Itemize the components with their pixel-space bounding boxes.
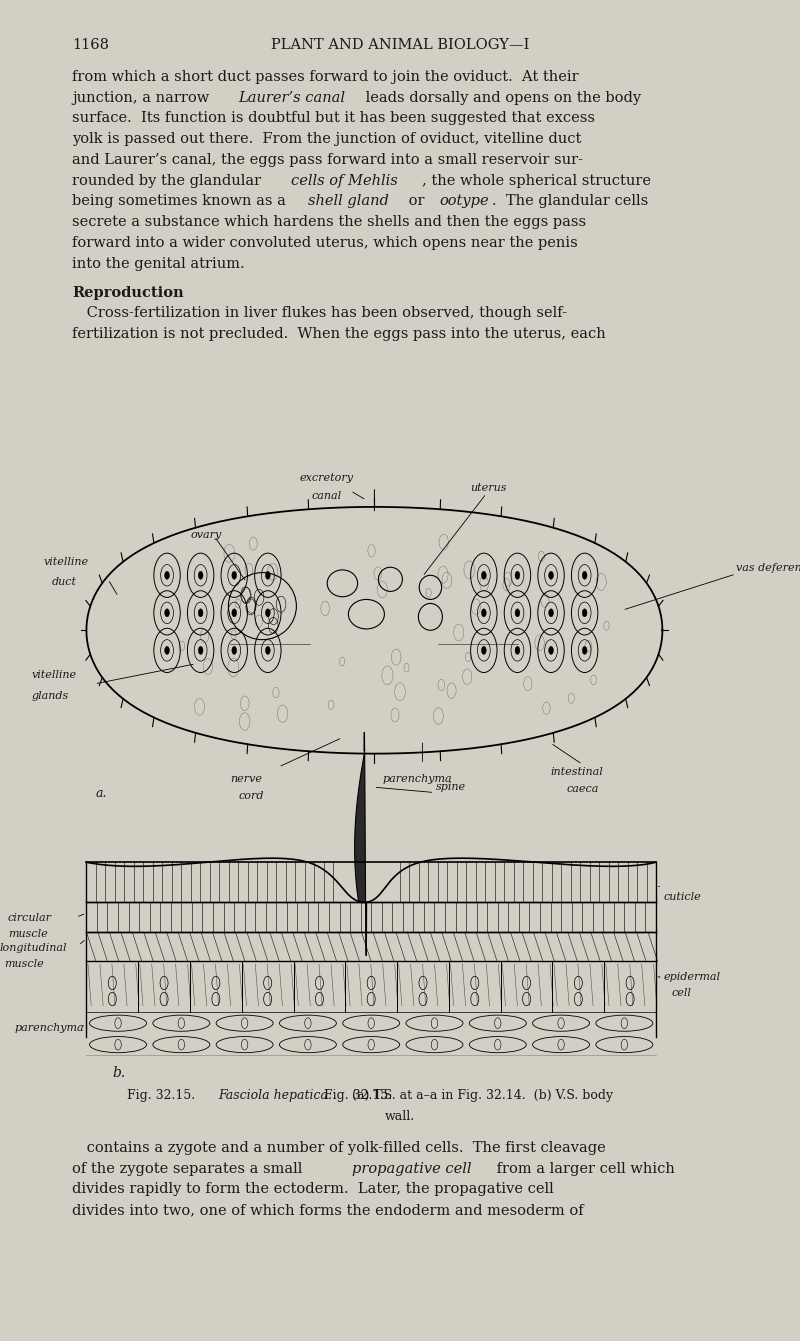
Circle shape	[482, 609, 486, 617]
Circle shape	[165, 571, 170, 579]
Text: Fig. 32.15.: Fig. 32.15.	[127, 1089, 203, 1102]
Text: secrete a substance which hardens the shells and then the eggs pass: secrete a substance which hardens the sh…	[72, 215, 586, 229]
Circle shape	[266, 571, 270, 579]
Text: cells of Mehlis: cells of Mehlis	[290, 173, 398, 188]
Text: muscle: muscle	[8, 929, 48, 939]
Text: cord: cord	[238, 791, 264, 801]
Circle shape	[232, 646, 237, 654]
Circle shape	[582, 609, 587, 617]
Circle shape	[266, 646, 270, 654]
Text: Fasciola hepatica.: Fasciola hepatica.	[218, 1089, 332, 1102]
Text: longitudinal: longitudinal	[0, 943, 67, 952]
Text: Fig. 32.15.: Fig. 32.15.	[324, 1089, 400, 1102]
Circle shape	[198, 609, 203, 617]
Text: Reproduction: Reproduction	[72, 286, 184, 299]
Text: wall.: wall.	[385, 1110, 415, 1122]
Text: glands: glands	[32, 691, 70, 700]
Circle shape	[232, 609, 237, 617]
Text: Cross-fertilization in liver flukes has been observed, though self-: Cross-fertilization in liver flukes has …	[72, 306, 567, 320]
Text: b.: b.	[112, 1066, 126, 1080]
Text: circular: circular	[8, 913, 52, 923]
Circle shape	[482, 646, 486, 654]
Circle shape	[165, 609, 170, 617]
Text: duct: duct	[52, 577, 77, 586]
Circle shape	[266, 609, 270, 617]
Circle shape	[515, 571, 520, 579]
Text: of the zygote separates a small: of the zygote separates a small	[72, 1161, 307, 1176]
Text: PLANT AND ANIMAL BIOLOGY—I: PLANT AND ANIMAL BIOLOGY—I	[271, 38, 529, 51]
Text: forward into a wider convoluted uterus, which opens near the penis: forward into a wider convoluted uterus, …	[72, 236, 578, 249]
Circle shape	[165, 646, 170, 654]
Text: uterus: uterus	[470, 483, 507, 492]
Text: vitelline: vitelline	[32, 670, 77, 680]
Text: parenchyma: parenchyma	[382, 774, 452, 783]
Text: into the genital atrium.: into the genital atrium.	[72, 256, 245, 271]
Text: canal: canal	[311, 491, 342, 500]
Circle shape	[582, 646, 587, 654]
Text: 1168: 1168	[72, 38, 109, 51]
Text: muscle: muscle	[4, 959, 44, 968]
Text: from which a short duct passes forward to join the oviduct.  At their: from which a short duct passes forward t…	[72, 70, 578, 83]
Text: nerve: nerve	[230, 774, 262, 783]
Text: leads dorsally and opens on the body: leads dorsally and opens on the body	[361, 91, 641, 105]
Text: cuticle: cuticle	[664, 892, 702, 901]
Text: spine: spine	[436, 782, 466, 791]
Text: fertilization is not precluded.  When the eggs pass into the uterus, each: fertilization is not precluded. When the…	[72, 327, 606, 341]
Text: propagative cell: propagative cell	[352, 1161, 471, 1176]
Text: intestinal: intestinal	[550, 767, 603, 776]
Text: shell gland: shell gland	[308, 194, 389, 208]
Text: contains a zygote and a number of yolk-filled cells.  The first cleavage: contains a zygote and a number of yolk-f…	[72, 1141, 606, 1155]
Text: vas deferens: vas deferens	[736, 563, 800, 573]
Text: caeca: caeca	[566, 784, 598, 794]
Text: from a larger cell which: from a larger cell which	[492, 1161, 675, 1176]
Text: Laurer’s canal: Laurer’s canal	[238, 91, 346, 105]
Text: ovary: ovary	[190, 530, 222, 539]
Text: and Laurer’s canal, the eggs pass forward into a small reservoir sur-: and Laurer’s canal, the eggs pass forwar…	[72, 153, 583, 166]
Circle shape	[482, 571, 486, 579]
Circle shape	[198, 646, 203, 654]
Text: .  The glandular cells: . The glandular cells	[492, 194, 648, 208]
Text: rounded by the glandular: rounded by the glandular	[72, 173, 266, 188]
Text: divides rapidly to form the ectoderm.  Later, the propagative cell: divides rapidly to form the ectoderm. La…	[72, 1183, 554, 1196]
Circle shape	[198, 571, 203, 579]
Circle shape	[549, 571, 554, 579]
Text: a.: a.	[96, 787, 107, 801]
Text: surface.  Its function is doubtful but it has been suggested that excess: surface. Its function is doubtful but it…	[72, 111, 595, 125]
Text: junction, a narrow: junction, a narrow	[72, 91, 214, 105]
Text: , the whole spherical structure: , the whole spherical structure	[422, 173, 651, 188]
Circle shape	[232, 571, 237, 579]
Text: epidermal: epidermal	[664, 972, 721, 982]
Text: vitelline: vitelline	[44, 557, 89, 566]
Text: yolk is passed out there.  From the junction of oviduct, vitelline duct: yolk is passed out there. From the junct…	[72, 131, 582, 146]
Circle shape	[582, 571, 587, 579]
Text: divides into two, one of which forms the endoderm and mesoderm of: divides into two, one of which forms the…	[72, 1203, 584, 1218]
Text: ootype: ootype	[439, 194, 489, 208]
Text: parenchyma: parenchyma	[14, 1023, 84, 1033]
Circle shape	[515, 646, 520, 654]
Text: excretory: excretory	[299, 473, 354, 483]
Circle shape	[549, 646, 554, 654]
Text: being sometimes known as a: being sometimes known as a	[72, 194, 290, 208]
Polygon shape	[354, 732, 366, 956]
Text: cell: cell	[672, 988, 692, 998]
Text: (a) T.S. at a–a in Fig. 32.14.  (b) V.S. body: (a) T.S. at a–a in Fig. 32.14. (b) V.S. …	[344, 1089, 613, 1102]
Circle shape	[515, 609, 520, 617]
Text: or: or	[405, 194, 430, 208]
Circle shape	[549, 609, 554, 617]
